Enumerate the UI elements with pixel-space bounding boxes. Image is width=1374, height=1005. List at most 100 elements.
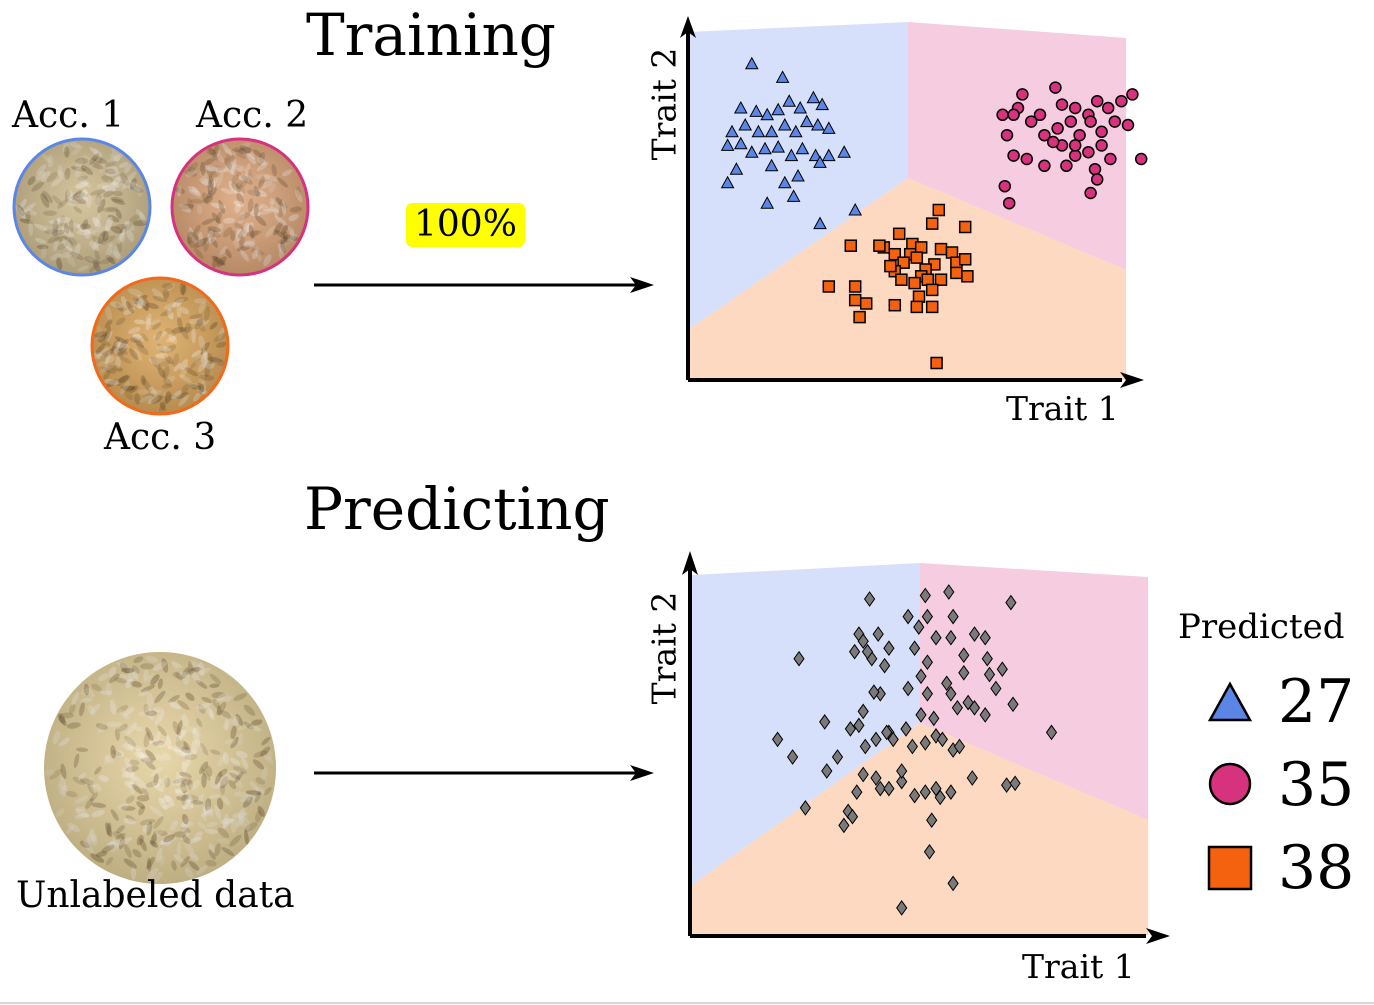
diamond-data-point	[896, 900, 908, 916]
diamond-data-point	[979, 629, 991, 646]
diamond-data-point	[844, 721, 857, 737]
unlabeled-seed-sample	[43, 652, 276, 884]
region-acc2	[908, 22, 1126, 270]
triangle-data-point	[821, 148, 836, 162]
square-data-point	[892, 227, 906, 241]
circle-data-point	[1095, 125, 1108, 139]
diamond-data-point	[870, 731, 882, 748]
circle-data-point	[1007, 149, 1020, 162]
diamond-data-point	[908, 787, 921, 804]
triangle-data-point	[821, 121, 836, 134]
y-axis-arrowhead	[680, 16, 696, 38]
diamond-data-point	[945, 629, 957, 646]
square-data-point	[961, 270, 974, 283]
diamond-data-point	[966, 770, 978, 786]
circle-data-point	[1121, 118, 1135, 132]
circle-data-point	[1068, 139, 1082, 152]
diamond-data-point	[771, 731, 784, 748]
training-heading: Training	[306, 1, 556, 69]
square-data-point	[932, 203, 946, 217]
diamond-data-point	[915, 668, 927, 685]
square-data-point	[921, 273, 935, 286]
training-xlabel: Trait 1	[1006, 389, 1119, 428]
triangle-data-point	[808, 148, 823, 162]
legend-triangle-icon	[1207, 681, 1253, 722]
seed-ring-acc2	[170, 137, 310, 277]
triangle-data-point	[795, 141, 810, 155]
triangle-data-point	[758, 141, 772, 155]
circle-data-point	[1051, 122, 1064, 135]
circle-data-point	[1016, 88, 1029, 101]
triangle-data-point	[751, 124, 766, 138]
triangle-data-point	[775, 70, 790, 83]
legend-count-acc3: 38	[1278, 833, 1355, 903]
circle-data-point	[1104, 152, 1117, 166]
square-data-point	[945, 246, 959, 259]
diamond-data-point	[947, 608, 959, 625]
legend-circle-icon	[1208, 762, 1252, 806]
diamond-data-point	[934, 789, 946, 806]
triangle-data-point	[720, 175, 735, 189]
diamond-data-point	[881, 724, 893, 741]
diamond-data-point	[926, 812, 938, 829]
triangle-data-point	[777, 117, 792, 131]
triangle-data-point	[733, 100, 748, 114]
training-data-points	[720, 56, 1148, 370]
bottom-divider	[0, 1002, 1374, 1004]
triangle-data-point	[837, 145, 852, 158]
diamond-data-point	[1009, 775, 1021, 792]
triangle-data-point	[764, 158, 779, 172]
circle-data-point	[1060, 159, 1073, 173]
diamond-data-point	[913, 619, 925, 635]
region-acc2	[920, 563, 1148, 820]
circle-data-point	[1002, 196, 1016, 210]
x-axis-arrowhead	[1146, 928, 1170, 944]
square-data-point	[958, 220, 972, 234]
circle-data-point	[998, 179, 1012, 193]
diamond-data-point	[872, 626, 884, 642]
triangle-data-point	[760, 107, 775, 121]
diamond-data-point	[921, 608, 934, 625]
diamond-data-point	[908, 640, 921, 657]
diamond-data-point	[874, 780, 886, 797]
square-data-point	[934, 242, 948, 256]
triangle-data-point	[793, 100, 808, 114]
circle-data-point	[1000, 128, 1014, 142]
triangle-data-point	[729, 162, 744, 175]
square-data-point	[853, 310, 866, 324]
training-ylabel: Trait 2	[644, 47, 684, 161]
predicting-heading: Predicting	[304, 475, 610, 543]
triangle-data-point	[744, 145, 759, 158]
diamond-data-point	[887, 731, 899, 748]
circle-data-point	[1134, 152, 1148, 166]
diamond-data-point	[958, 647, 970, 664]
square-data-point	[848, 280, 862, 293]
circle-data-point	[1108, 115, 1122, 128]
circle-data-point	[1073, 128, 1086, 142]
diamond-data-point	[919, 587, 931, 604]
square-data-point	[910, 300, 924, 314]
region-acc3	[692, 723, 1148, 935]
circle-data-point	[1095, 139, 1108, 152]
diamond-data-point	[902, 680, 914, 697]
diamond-data-point	[838, 817, 850, 834]
square-data-point	[912, 290, 926, 303]
acc1-label: Acc. 1	[12, 95, 125, 136]
diamond-data-point	[953, 738, 966, 755]
circle-data-point	[1082, 145, 1095, 159]
diamond-data-point	[819, 714, 831, 730]
circle-data-point	[1033, 108, 1047, 122]
square-data-point	[822, 280, 836, 293]
acc3-label: Acc. 3	[104, 417, 217, 458]
diamond-data-point	[981, 650, 993, 667]
circle-data-point	[1126, 88, 1139, 101]
diamond-data-point	[831, 749, 844, 765]
diamond-data-point	[868, 684, 880, 700]
circle-data-point	[1038, 128, 1051, 142]
circle-data-point	[1024, 115, 1038, 128]
square-data-point	[844, 239, 858, 252]
diamond-data-point	[883, 640, 895, 657]
diamond-data-point	[996, 661, 1008, 678]
triangle-data-point	[738, 117, 753, 131]
diamond-data-point	[947, 875, 959, 892]
